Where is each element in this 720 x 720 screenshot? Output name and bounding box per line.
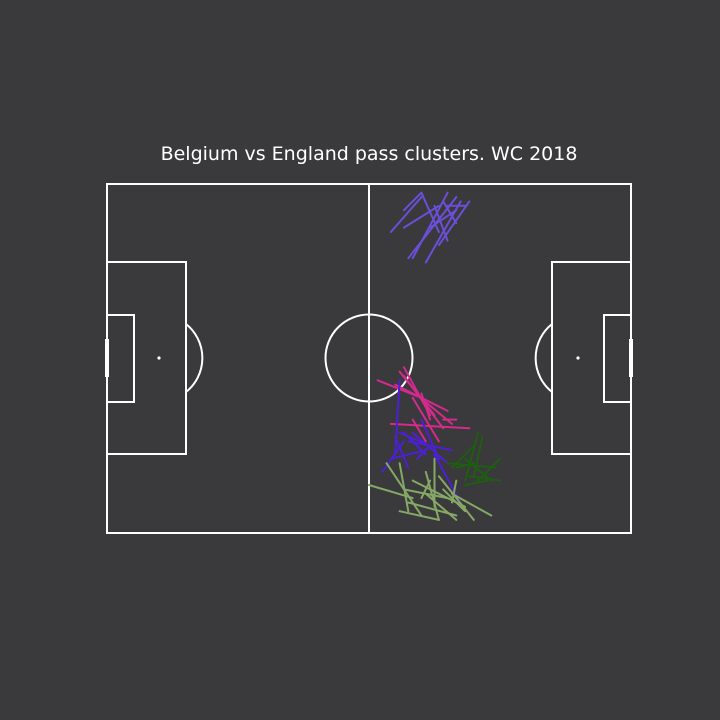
football-pitch [105, 183, 633, 534]
pass-line [402, 191, 423, 212]
pass-line [389, 449, 427, 460]
pass-line [368, 484, 414, 500]
pass-line [424, 401, 453, 425]
centre-circle [324, 313, 414, 403]
pass-line [442, 200, 458, 225]
pass-line [402, 431, 427, 456]
pass-line [402, 204, 440, 229]
pass-line [455, 462, 475, 469]
right-penalty-area [551, 261, 632, 455]
right-penalty-spot [576, 356, 580, 360]
pass-line [464, 457, 493, 482]
pass-line [429, 209, 458, 229]
pass-line [451, 479, 458, 504]
right-six-yard-box [603, 314, 632, 403]
pass-line [407, 440, 453, 452]
pass-cluster-1 [389, 191, 471, 264]
left-penalty-arc [185, 323, 204, 393]
pass-line [437, 475, 475, 521]
pass-cluster-2 [376, 366, 471, 443]
pass-line [398, 462, 410, 513]
pass-line [407, 196, 458, 260]
centre-spot [368, 357, 370, 359]
pass-line [468, 475, 501, 482]
pass-line [411, 396, 440, 443]
pass-line [411, 191, 449, 260]
left-penalty-area [106, 261, 187, 455]
pass-line [433, 204, 449, 242]
right-penalty-arc [534, 323, 553, 393]
pass-line [477, 457, 501, 482]
pass-cluster-5 [368, 457, 493, 521]
chart-title: Belgium vs England pass clusters. WC 201… [161, 143, 578, 165]
pitch-spots [157, 356, 580, 360]
left-penalty-spot [157, 356, 161, 360]
pass-line [464, 479, 488, 486]
pass-line [472, 436, 484, 478]
pass-line [437, 200, 471, 247]
pass-clusters [368, 191, 501, 521]
pass-line [389, 422, 471, 430]
pass-line [411, 431, 449, 465]
pass-line [464, 431, 480, 482]
pass-line [398, 370, 436, 417]
pass-line [424, 470, 440, 521]
pass-line [394, 436, 410, 469]
pass-line [411, 418, 427, 443]
pass-line [402, 366, 432, 417]
pass-line [451, 492, 493, 517]
pass-line [394, 379, 401, 456]
pass-cluster-4 [446, 431, 501, 486]
pass-line [442, 488, 467, 513]
pass-line [398, 510, 440, 521]
pass-line [420, 479, 432, 500]
pass-line [389, 196, 423, 233]
left-six-yard-box [106, 314, 135, 403]
pass-line [424, 492, 458, 521]
